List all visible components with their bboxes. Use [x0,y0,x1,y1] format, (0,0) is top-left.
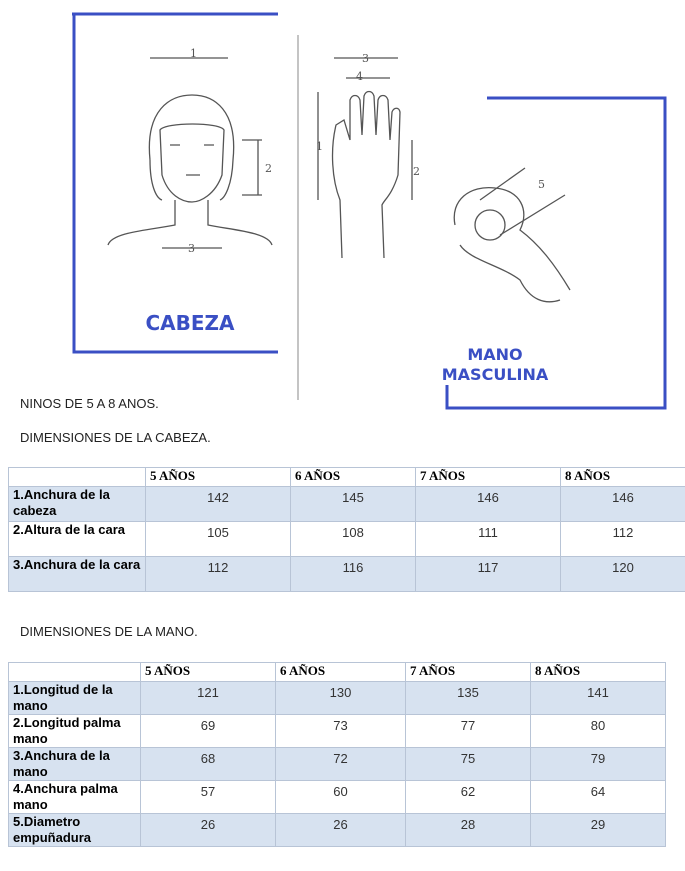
table-row: 3.Anchura de la cara 112 116 117 120 [8,556,685,592]
table-row: 5.Diametro empuñadura 26 26 28 29 [8,813,666,847]
cell-value: 62 [405,780,531,814]
cell-value: 145 [290,486,416,522]
dim-label: 5 [538,178,545,191]
hand-sketch [317,57,571,303]
head-frame [72,12,278,354]
column-header: 7 AÑOS [405,662,531,682]
cell-value: 108 [290,521,416,557]
cell-value: 116 [290,556,416,592]
corner-cell [8,467,146,487]
cell-value: 121 [140,681,276,715]
cell-value: 28 [405,813,531,847]
dim-label: 3 [362,52,369,65]
table-row: 1.Anchura de la cabeza 142 145 146 146 [8,486,685,522]
data-table: 5 AÑOS 6 AÑOS 7 AÑOS 8 AÑOS 1.Anchura de la … [8,467,685,592]
cell-value: 72 [275,747,406,781]
cell-value: 130 [275,681,406,715]
head-sketch [107,57,273,249]
corner-cell [8,662,141,682]
cell-value: 142 [145,486,291,522]
row-label: 1.Anchura de la cabeza [8,486,146,522]
column-header: 5 AÑOS [140,662,276,682]
cell-value: 79 [530,747,666,781]
table-row: 1.Longitud de la mano 121 130 135 141 [8,681,666,715]
cell-value: 120 [560,556,685,592]
cell-value: 105 [145,521,291,557]
table-row: 4.Anchura palma mano 57 60 62 64 [8,780,666,814]
cell-value: 73 [275,714,406,748]
row-label: 3.Anchura de la cara [8,556,146,592]
header-row: 5 AÑOS 6 AÑOS 7 AÑOS 8 AÑOS [8,467,685,487]
column-header: 5 AÑOS [145,467,291,487]
dim-label: 1 [190,47,197,60]
dim-label: 2 [265,162,272,175]
row-label: 5.Diametro empuñadura [8,813,141,847]
cell-value: 75 [405,747,531,781]
cell-value: 68 [140,747,276,781]
row-label: 2.Longitud palma mano [8,714,141,748]
dim-label: 1 [316,140,323,153]
table-title: DIMENSIONES DE LA MANO. [20,624,198,639]
column-header: 7 AÑOS [415,467,561,487]
cell-value: 117 [415,556,561,592]
cell-value: 57 [140,780,276,814]
cell-value: 146 [415,486,561,522]
heading: NINOS DE 5 A 8 ANOS. [20,396,159,411]
dim-label: 3 [188,242,195,255]
table-row: 2.Longitud palma mano 69 73 77 80 [8,714,666,748]
cell-value: 29 [530,813,666,847]
cell-value: 64 [530,780,666,814]
hand-label: MANO MASCULINA [441,345,549,384]
table-row: 2.Altura de la cara 105 108 111 112 [8,521,685,557]
head-label: CABEZA [145,311,235,335]
cell-value: 112 [560,521,685,557]
row-label: 3.Anchura de la mano [8,747,141,781]
row-label: 1.Longitud de la mano [8,681,141,715]
cell-value: 135 [405,681,531,715]
column-header: 6 AÑOS [275,662,406,682]
cell-value: 26 [140,813,276,847]
header-row: 5 AÑOS 6 AÑOS 7 AÑOS 8 AÑOS [8,662,666,682]
column-header: 6 AÑOS [290,467,416,487]
hand-frame [445,96,667,410]
cell-value: 77 [405,714,531,748]
cell-value: 141 [530,681,666,715]
cell-value: 26 [275,813,406,847]
column-header: 8 AÑOS [530,662,666,682]
illustration: 1 2 3 3 4 1 2 5 CABEZA [72,12,667,410]
cell-value: 69 [140,714,276,748]
table-row: 3.Anchura de la mano 68 72 75 79 [8,747,666,781]
dim-label: 4 [356,70,363,83]
cell-value: 112 [145,556,291,592]
dim-label: 2 [413,165,420,178]
data-table: 5 AÑOS 6 AÑOS 7 AÑOS 8 AÑOS 1.Longitud de la… [8,662,666,847]
cell-value: 111 [415,521,561,557]
column-header: 8 AÑOS [560,467,685,487]
cell-value: 146 [560,486,685,522]
cell-value: 60 [275,780,406,814]
row-label: 4.Anchura palma mano [8,780,141,814]
cell-value: 80 [530,714,666,748]
row-label: 2.Altura de la cara [8,521,146,557]
table-title: DIMENSIONES DE LA CABEZA. [20,430,211,445]
